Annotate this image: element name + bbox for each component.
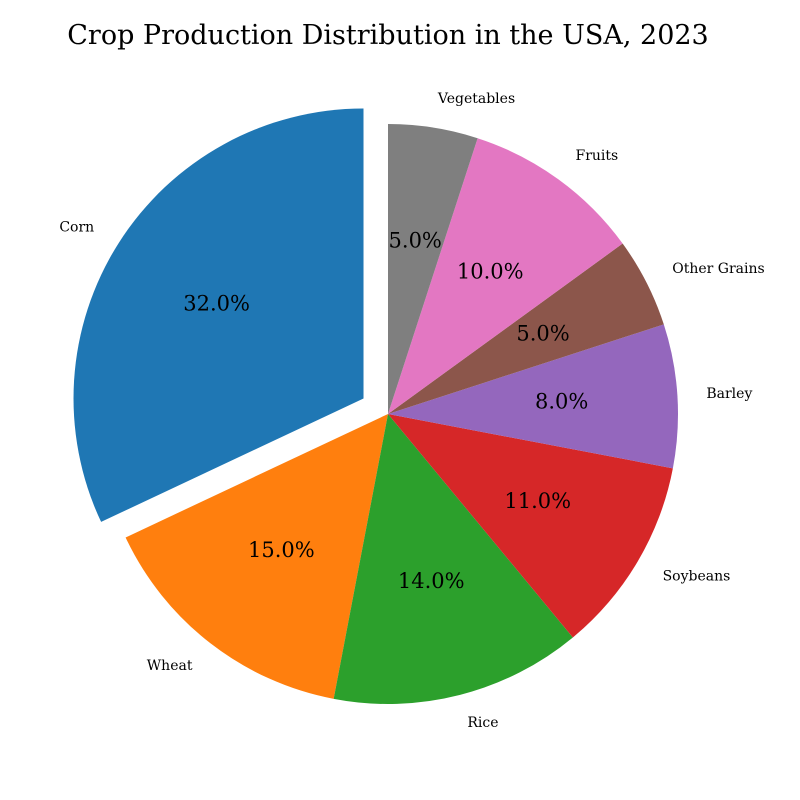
pie-slice-corn xyxy=(73,108,364,522)
percent-labels: 32.0% 15.0% 14.0% 11.0% 8.0% 5.0% 10.0% 5.0% xyxy=(183,229,588,593)
pie-slice-wheat xyxy=(125,414,388,699)
pie-slice-rice xyxy=(333,414,573,704)
pie-slice-soybeans xyxy=(388,414,673,638)
percent-label-wheat: 15.0% xyxy=(248,538,315,562)
category-label-other-grains: Other Grains xyxy=(672,261,764,277)
pie-slice-vegetables xyxy=(388,124,478,414)
category-label-vegetables: Vegetables xyxy=(437,91,515,107)
category-label-barley: Barley xyxy=(706,386,752,402)
percent-label-corn: 32.0% xyxy=(183,292,250,316)
pie-slice-barley xyxy=(388,324,678,469)
pie-slices xyxy=(73,108,678,704)
percent-label-other-grains: 5.0% xyxy=(516,322,569,346)
chart-title: Crop Production Distribution in the USA,… xyxy=(67,20,708,51)
category-label-corn: Corn xyxy=(59,220,94,236)
percent-label-vegetables: 5.0% xyxy=(389,229,442,253)
category-label-rice: Rice xyxy=(467,715,498,731)
percent-label-soybeans: 11.0% xyxy=(504,489,571,513)
category-label-soybeans: Soybeans xyxy=(663,568,731,584)
percent-label-rice: 14.0% xyxy=(398,569,465,593)
category-label-fruits: Fruits xyxy=(576,148,619,164)
percent-label-barley: 8.0% xyxy=(535,390,588,414)
percent-label-fruits: 10.0% xyxy=(457,260,524,284)
category-labels: Corn Wheat Rice Soybeans Barley Other Grains F… xyxy=(59,91,764,731)
pie-slice-other-grains xyxy=(388,243,664,414)
pie-slice-fruits xyxy=(388,138,623,414)
category-label-wheat: Wheat xyxy=(147,658,193,674)
